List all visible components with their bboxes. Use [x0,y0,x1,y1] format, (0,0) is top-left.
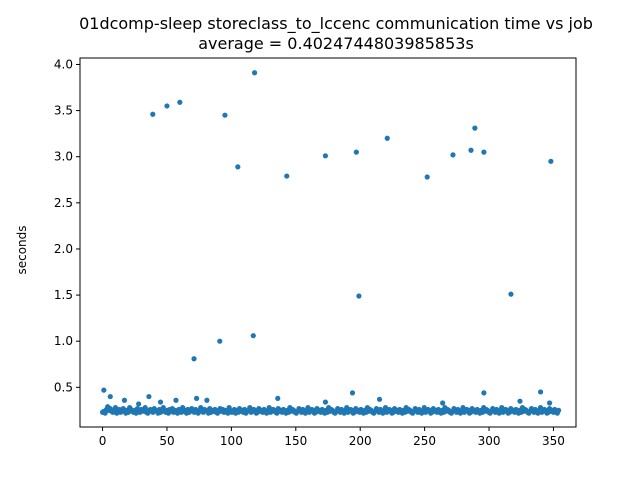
data-point [537,405,544,411]
plot-frame [79,57,577,428]
data-point-outlier [353,149,359,155]
data-point [305,405,311,411]
data-point-outlier [548,158,554,164]
data-point-outlier [136,401,142,407]
data-point-outlier [468,147,474,153]
data-point-outlier [121,397,128,403]
data-point [382,405,389,411]
data-point [421,405,427,411]
y-tick-label: 3.5 [54,104,73,118]
data-point-outlier [284,173,290,179]
data-point-outlier [107,393,113,400]
data-point-outlier [537,389,544,395]
y-tick-label: 4.0 [54,57,73,71]
x-tick-label: 50 [159,434,174,448]
data-point [460,405,466,411]
data-point-outlier [204,397,210,403]
data-point-outlier [322,399,329,405]
data-point-outlier [472,125,478,131]
data-point-outlier [546,400,553,406]
data-point [266,405,272,411]
data-point-outlier [235,164,241,170]
data-point-outlier [517,398,523,404]
y-tick-label: 1.0 [54,334,73,348]
y-tick-label: 2.0 [54,242,73,256]
data-point-outlier [508,291,514,297]
data-point-outlier [481,390,487,396]
x-tick-label: 0 [99,434,107,448]
data-point-outlier [177,99,183,105]
data-point [112,405,119,411]
y-axis-label: seconds [15,225,29,274]
data-points [99,70,562,416]
x-tick-label: 150 [284,434,307,448]
y-tick-label: 1.5 [54,288,73,302]
data-point-outlier [222,112,228,118]
data-point-outlier [164,103,170,109]
x-tick-label: 100 [220,434,243,448]
chart-title: 01dcomp-sleep storeclass_to_lccenc commu… [79,14,593,34]
x-tick-label: 300 [478,434,501,448]
axis-ticks: 0 50 100 150 200 250 300 350 0.5 1.0 1.5 2.0 2.5 3.0 3… [54,57,565,448]
x-tick-label: 250 [413,434,436,448]
data-point-outlier [356,293,362,299]
data-point [142,405,148,411]
data-point-outlier [193,395,200,401]
data-point-outlier [376,396,383,402]
y-tick-label: 3.0 [54,150,73,164]
data-point-outlier [349,390,356,396]
data-point-outlier [481,149,487,155]
y-tick-label: 0.5 [54,380,73,394]
data-point-outlier [424,174,430,180]
data-point-outlier [384,135,390,141]
data-point-outlier [322,153,329,159]
x-tick-label: 200 [349,434,372,448]
data-point-outlier [191,356,197,362]
data-point-outlier [275,395,281,401]
data-point-outlier [146,393,152,400]
data-point-outlier [251,70,258,76]
data-point-outlier [101,387,107,393]
data-point [247,405,253,411]
y-tick-label: 2.5 [54,196,73,210]
data-point-outlier [157,399,164,405]
x-tick-label: 350 [542,434,565,448]
data-point-outlier [217,338,223,344]
data-point-outlier [450,152,456,158]
data-point-outlier [440,400,446,406]
data-point-outlier [250,333,256,339]
data-point [556,407,562,413]
chart-subtitle: average = 0.4024744803985853s [198,34,474,53]
data-point-outlier [150,111,156,117]
data-point [344,405,350,411]
data-point-outlier [173,397,179,403]
data-point [499,405,505,411]
